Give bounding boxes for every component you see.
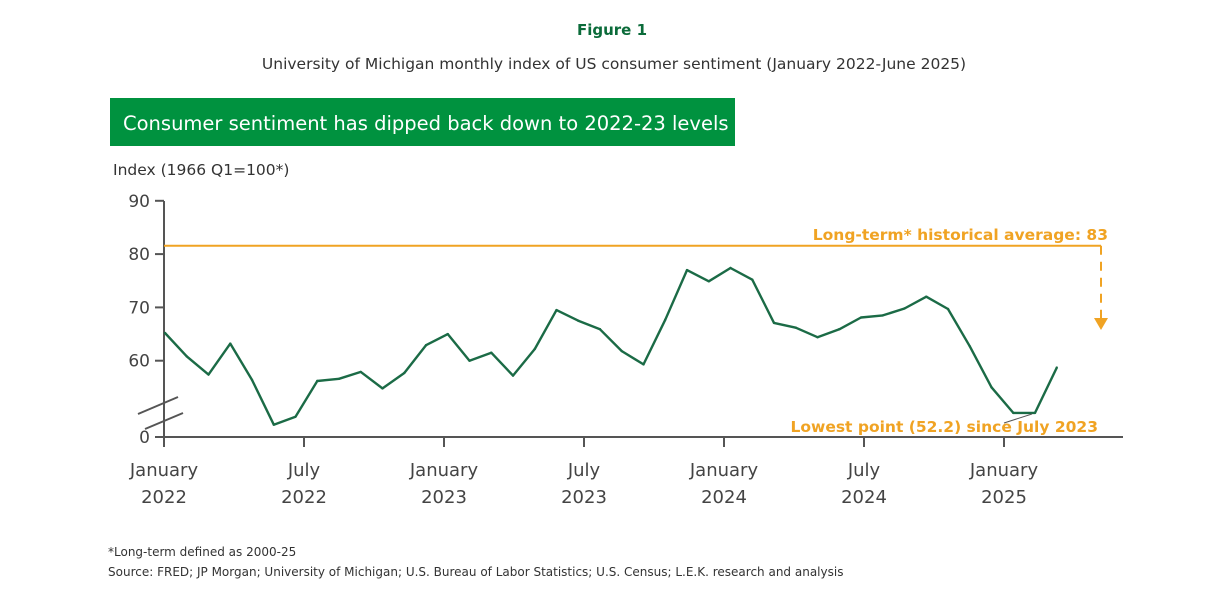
data-point xyxy=(511,374,515,377)
data-point xyxy=(294,415,297,418)
annotation-leader xyxy=(1003,413,1033,424)
arrow-down-icon xyxy=(1094,318,1108,330)
data-point xyxy=(685,268,689,272)
data-point xyxy=(1012,411,1015,415)
data-point xyxy=(990,386,993,389)
data-point xyxy=(229,342,232,345)
y-tick-label: 0 xyxy=(139,428,150,448)
y-tick-label: 60 xyxy=(128,352,150,372)
x-tick-label-month: July xyxy=(287,460,321,481)
data-point xyxy=(925,295,928,298)
x-tick-label-year: 2023 xyxy=(421,487,467,508)
x-tick-label-month: January xyxy=(689,460,759,481)
lowest-point-annotation: Lowest point (52.2) since July 2023 xyxy=(790,418,1098,436)
y-tick-label: 80 xyxy=(128,245,150,265)
data-point xyxy=(838,328,841,331)
data-point xyxy=(642,363,645,366)
data-point xyxy=(468,359,471,362)
data-point xyxy=(446,332,449,336)
data-point xyxy=(794,326,797,329)
chart-subtitle: University of Michigan monthly index of … xyxy=(262,55,966,73)
reference-line-label: Long-term* historical average: 83 xyxy=(813,226,1108,244)
data-point xyxy=(381,387,384,390)
headline-box xyxy=(110,98,735,146)
data-point xyxy=(316,379,319,383)
data-point xyxy=(163,331,167,335)
data-point xyxy=(859,316,863,319)
x-tick-label-year: 2023 xyxy=(561,487,607,508)
y-tick-label: 70 xyxy=(128,298,150,318)
data-point xyxy=(403,371,406,375)
headline: Consumer sentiment has dipped back down … xyxy=(123,112,729,135)
data-point xyxy=(1055,366,1058,369)
x-tick-label-month: January xyxy=(129,460,199,481)
axes xyxy=(137,201,1123,438)
x-tick-label-month: July xyxy=(567,460,601,481)
data-point xyxy=(620,349,623,353)
data-point xyxy=(664,318,667,321)
x-tick-label-year: 2024 xyxy=(841,487,887,508)
data-point xyxy=(272,423,275,426)
data-point xyxy=(337,377,341,381)
data-point xyxy=(185,355,188,358)
x-tick-label-month: July xyxy=(847,460,881,481)
x-tick-label-year: 2024 xyxy=(701,487,747,508)
data-point xyxy=(424,344,428,347)
axis-break-mark xyxy=(144,412,184,430)
x-tick-label-month: January xyxy=(969,460,1039,481)
data-point xyxy=(816,336,819,339)
data-point xyxy=(881,314,884,317)
footnote: *Long-term defined as 2000-25 xyxy=(108,545,296,559)
data-point xyxy=(555,308,558,312)
data-point xyxy=(598,328,602,331)
data-point xyxy=(250,378,254,382)
data-point xyxy=(707,280,710,283)
figure-label: Figure 1 xyxy=(577,21,647,39)
y-axis-label: Index (1966 Q1=100*) xyxy=(113,161,289,179)
source-note: Source: FRED; JP Morgan; University of M… xyxy=(108,565,843,579)
data-point xyxy=(207,373,210,376)
data-point xyxy=(729,266,732,270)
data-point xyxy=(533,347,536,351)
series-line xyxy=(164,266,1058,426)
data-point xyxy=(968,345,971,348)
data-point xyxy=(751,278,754,281)
y-tick-label: 90 xyxy=(128,192,150,212)
data-point xyxy=(490,351,493,354)
data-point xyxy=(772,321,776,325)
x-tick-label-year: 2022 xyxy=(141,487,187,508)
data-point xyxy=(1033,411,1037,415)
x-tick-label-month: January xyxy=(409,460,479,481)
data-point xyxy=(903,307,906,310)
x-tick-label-year: 2022 xyxy=(281,487,327,508)
x-tick-label-year: 2025 xyxy=(981,487,1027,508)
data-point xyxy=(946,307,950,311)
data-point xyxy=(359,370,362,374)
data-point xyxy=(577,319,580,322)
axis-break-mark xyxy=(137,396,179,415)
